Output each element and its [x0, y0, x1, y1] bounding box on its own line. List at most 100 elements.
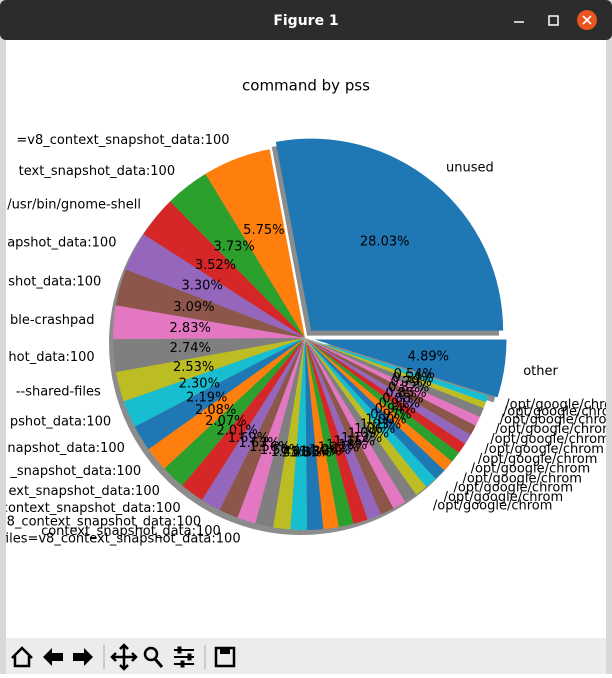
home-button[interactable]	[11, 646, 33, 668]
window-title: Figure 1	[273, 13, 338, 29]
configure-button[interactable]	[174, 646, 194, 668]
slice-label: unused	[446, 161, 494, 176]
slice-label: /opt/google/chrom	[462, 471, 582, 486]
slice	[305, 338, 484, 417]
slice	[305, 338, 354, 527]
percent-label: 0.54%	[394, 367, 435, 382]
toolbar-icons	[11, 643, 236, 671]
slice	[305, 338, 476, 435]
title-bar	[0, 0, 612, 40]
slice	[305, 338, 427, 495]
percent-label: 0.79%	[391, 375, 432, 390]
slice-label: /opt/google/chrom	[490, 432, 610, 447]
slice	[305, 338, 471, 444]
slice	[305, 338, 436, 487]
slice-label: other	[523, 364, 558, 379]
percent-label: 1.35%	[291, 446, 332, 461]
slice-label: /opt/google/chrom	[505, 398, 612, 413]
close-button[interactable]	[577, 10, 597, 30]
percent-label: 0.85%	[385, 386, 426, 401]
percent-label: 1.40%	[281, 446, 322, 461]
percent-label: 2.19%	[186, 391, 227, 406]
percent-label: 1.00%	[365, 412, 406, 427]
slice-label: hot_data:100	[8, 350, 94, 365]
percent-label: 1.18%	[326, 438, 367, 453]
slice	[305, 338, 445, 479]
save-button[interactable]	[214, 646, 236, 668]
percent-label: 1.50%	[260, 443, 301, 458]
percent-label: 1.63%	[238, 436, 279, 451]
percent-label: 1.03%	[360, 417, 401, 432]
slice-label: /opt/google/chrom	[484, 442, 604, 457]
slice	[201, 338, 305, 510]
slice	[205, 149, 305, 338]
slice	[113, 305, 306, 340]
slice-label: ble-crashpad	[10, 313, 95, 328]
slice-label: ext_snapshot_data:100	[9, 484, 160, 499]
slice-label: /opt/google/chrom	[500, 413, 612, 428]
percent-label: 2.01%	[216, 424, 257, 439]
percent-label: 5.75%	[243, 223, 284, 238]
percent-label: 0.82%	[388, 381, 429, 396]
slice	[148, 338, 305, 469]
zoom-button[interactable]	[143, 646, 164, 668]
toolbar	[6, 638, 606, 674]
slice	[237, 338, 305, 524]
percent-label: 1.56%	[249, 440, 290, 455]
percent-label: 2.74%	[170, 341, 211, 356]
slice-label: shot_data:100	[8, 275, 101, 290]
chart-title: command by pss	[242, 77, 370, 95]
percent-label: 0.94%	[375, 402, 416, 417]
slice	[305, 338, 459, 462]
forward-button[interactable]	[73, 648, 93, 666]
slice	[305, 338, 394, 515]
slice-label: /opt/google/chrom	[453, 481, 573, 496]
percent-label: 3.52%	[195, 258, 236, 273]
slice	[273, 338, 305, 530]
slice	[115, 269, 305, 338]
slice	[219, 338, 305, 518]
slice	[134, 338, 305, 450]
slice	[305, 338, 486, 409]
slice-label: v8_context_snapshot_data:100	[0, 514, 201, 529]
back-button[interactable]	[43, 648, 63, 666]
percent-label: 3.09%	[173, 300, 214, 315]
slice	[123, 338, 305, 427]
slice-label: /opt/google/chrom	[444, 490, 564, 505]
slice	[275, 138, 504, 331]
percent-label: 1.69%	[228, 431, 269, 446]
slice-label: /opt/google/chrom	[478, 452, 598, 467]
percent-label: 1.12%	[341, 431, 382, 446]
slice-label: context_snapshot_data:100	[1, 501, 181, 516]
slice-label: text_snapshot_data:100	[19, 164, 175, 179]
percent-label: 1.22%	[318, 441, 359, 456]
percent-label: 4.89%	[408, 350, 449, 365]
pan-button[interactable]	[110, 643, 138, 671]
percent-label: 2.30%	[179, 376, 220, 391]
slice	[305, 338, 339, 530]
slice	[164, 338, 305, 486]
slice	[314, 339, 507, 398]
slice	[182, 338, 305, 500]
slice	[305, 338, 368, 524]
slice	[116, 338, 305, 402]
percent-label: 1.26%	[309, 443, 350, 458]
slice-label: napshot_data:100	[7, 441, 125, 456]
slice-label: ded-files=v8_context_snapshot_data:100	[0, 532, 241, 547]
percent-label: 0.97%	[370, 407, 411, 422]
percent-label: 1.15%	[334, 435, 375, 450]
percent-label: 0.88%	[382, 391, 423, 406]
slice-label: /opt/google/chrom	[503, 404, 612, 419]
slice	[143, 201, 305, 338]
percent-label: 28.03%	[360, 234, 410, 249]
percent-label: 2.53%	[173, 360, 214, 375]
percent-label: 2.08%	[195, 403, 236, 418]
maximize-button[interactable]	[548, 15, 559, 26]
percent-label: 1.06%	[354, 422, 395, 437]
slice	[305, 338, 381, 520]
slice	[305, 338, 489, 403]
slice-label: _snapshot_data:100	[9, 464, 141, 479]
slice	[125, 234, 305, 338]
slice-label: =v8_context_snapshot_data:100	[16, 133, 229, 148]
percent-label: 3.73%	[213, 240, 254, 255]
